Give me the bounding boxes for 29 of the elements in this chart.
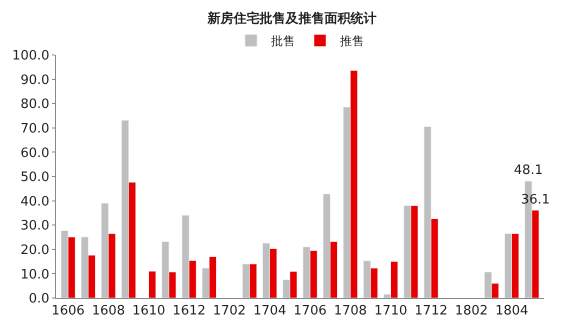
chart-title: 新房住宅批售及推售面积统计 (206, 10, 376, 26)
x-tick-label: 1608 (92, 304, 125, 319)
y-tick-label: 70.0 (20, 121, 50, 136)
y-tick-label: 50.0 (20, 170, 50, 186)
x-tick-label: 1704 (253, 304, 286, 319)
y-tick-label: 10.0 (20, 267, 50, 282)
x-tick-label: 1706 (294, 304, 327, 319)
x-tick-label: 1612 (172, 304, 206, 319)
y-tick-label: 60.0 (20, 146, 50, 161)
y-tick-label: 30.0 (20, 218, 50, 234)
x-tick-label: 1606 (52, 304, 85, 319)
legend-label: 推售 (340, 34, 364, 48)
x-tick-label: 1702 (212, 304, 246, 319)
y-tick-label: 0.0 (28, 292, 50, 307)
data-label: 36.1 (520, 192, 550, 208)
x-tick-label: 1708 (334, 304, 367, 319)
y-tick-label: 80.0 (20, 97, 50, 112)
x-tick-label: 1804 (495, 304, 528, 319)
data-label: 48.1 (514, 163, 543, 178)
x-tick-label: 1712 (414, 304, 448, 319)
x-tick-label: 1710 (374, 304, 408, 319)
y-tick-label: 90.0 (20, 72, 50, 88)
y-tick-label: 100.0 (12, 48, 50, 64)
x-tick-label: 1610 (132, 304, 166, 319)
y-tick-label: 20.0 (20, 242, 50, 258)
bar (148, 271, 156, 298)
y-tick-label: 40.0 (20, 194, 50, 210)
x-tick-label: 1802 (454, 304, 488, 319)
legend-label: 批售 (271, 34, 295, 48)
